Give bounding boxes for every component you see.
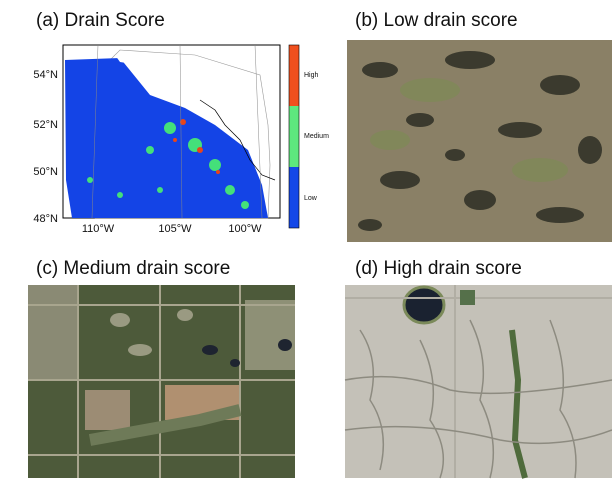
panel-title: (d) High drain score (355, 258, 522, 279)
satellite-image (344, 285, 612, 479)
colorbar-label: Low (304, 195, 318, 202)
x-axis-label: 110°W (82, 223, 115, 235)
y-axis-label: 54°N (33, 69, 58, 81)
y-axis-label: 48°N (33, 213, 58, 225)
colorbar (288, 44, 300, 229)
y-axis-label: 50°N (33, 166, 58, 178)
colorbar-label: High (304, 72, 319, 79)
panel-title: (a) Drain Score (36, 10, 165, 31)
panel-title: (b) Low drain score (355, 10, 518, 31)
colorbar-label: Medium (304, 133, 329, 140)
x-axis-label: 100°W (228, 223, 262, 235)
y-axis-label: 52°N (33, 119, 58, 131)
satellite-image (347, 40, 612, 242)
x-axis-label: 105°W (158, 223, 192, 235)
drain-map (62, 44, 281, 219)
panel-title: (c) Medium drain score (36, 258, 230, 279)
satellite-image (28, 285, 295, 478)
